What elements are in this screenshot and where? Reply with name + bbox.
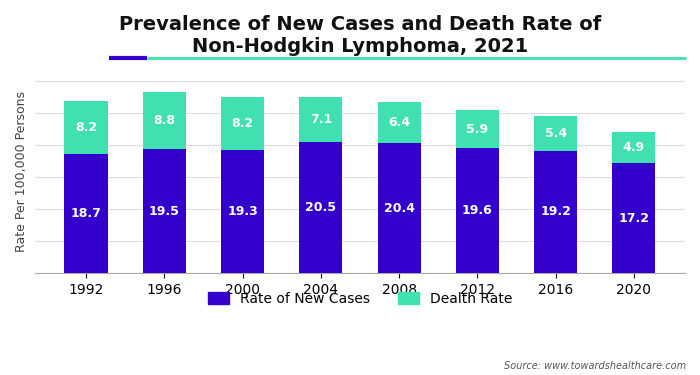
Bar — [64, 154, 108, 273]
Text: 19.5: 19.5 — [149, 204, 180, 218]
Bar — [221, 150, 264, 273]
Text: 8.2: 8.2 — [232, 117, 253, 130]
Text: 5.9: 5.9 — [466, 123, 489, 136]
Text: 6.4: 6.4 — [388, 116, 410, 129]
Text: 19.2: 19.2 — [540, 206, 571, 219]
Bar — [612, 164, 655, 273]
Y-axis label: Rate Per 100,000 Persons: Rate Per 100,000 Persons — [15, 90, 28, 252]
Text: 7.1: 7.1 — [309, 113, 332, 126]
Bar — [64, 101, 108, 154]
Bar — [456, 148, 499, 273]
Bar — [300, 97, 342, 142]
Bar — [612, 132, 655, 164]
Bar — [377, 102, 421, 143]
Title: Prevalence of New Cases and Death Rate of
Non-Hodgkin Lymphoma, 2021: Prevalence of New Cases and Death Rate o… — [119, 15, 601, 56]
Text: 4.9: 4.9 — [623, 141, 645, 154]
Text: Source: www.towardshealthcare.com: Source: www.towardshealthcare.com — [504, 361, 686, 371]
Bar — [143, 92, 186, 148]
Bar — [456, 110, 499, 148]
Text: 8.2: 8.2 — [75, 121, 97, 134]
Bar — [143, 148, 186, 273]
Text: 8.8: 8.8 — [153, 114, 175, 127]
Text: 5.4: 5.4 — [545, 127, 567, 140]
Text: 18.7: 18.7 — [71, 207, 102, 220]
Legend: Rate of New Cases, Dealth Rate: Rate of New Cases, Dealth Rate — [202, 286, 517, 312]
Bar — [534, 151, 578, 273]
Bar — [221, 98, 264, 150]
Text: 19.3: 19.3 — [228, 205, 258, 218]
Bar — [300, 142, 342, 273]
Bar — [534, 116, 578, 151]
Text: 19.6: 19.6 — [462, 204, 493, 217]
Text: 20.5: 20.5 — [305, 201, 336, 214]
Text: 17.2: 17.2 — [618, 212, 650, 225]
Text: 20.4: 20.4 — [384, 202, 414, 214]
Bar — [377, 143, 421, 273]
